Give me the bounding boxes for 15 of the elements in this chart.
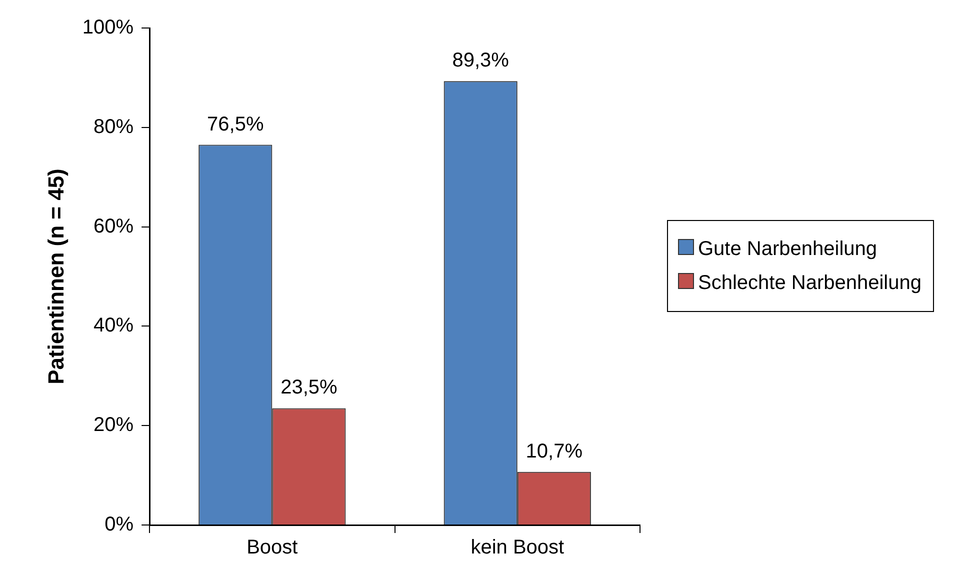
x-tick-label: kein Boost bbox=[470, 536, 565, 559]
data-label: 10,7% bbox=[526, 440, 583, 462]
y-tick-label: 40% bbox=[94, 314, 134, 337]
y-tick-label: 100% bbox=[82, 16, 134, 39]
y-tick-label: 80% bbox=[94, 116, 134, 138]
data-label: 89,3% bbox=[452, 50, 510, 72]
data-label: 23,5% bbox=[280, 376, 338, 399]
x-tick-label: Boost bbox=[246, 536, 298, 559]
y-tick-label: 0% bbox=[104, 514, 134, 536]
y-axis-title: Patientinnen (n = 45) bbox=[43, 168, 68, 384]
y-tick-label: 60% bbox=[94, 215, 134, 238]
legend-label: Schlechte Narbenheilung bbox=[698, 271, 922, 296]
y-tick-label: 20% bbox=[94, 414, 134, 436]
legend-label: Gute Narbenheilung bbox=[698, 237, 878, 262]
data-label: 76,5% bbox=[207, 113, 264, 136]
